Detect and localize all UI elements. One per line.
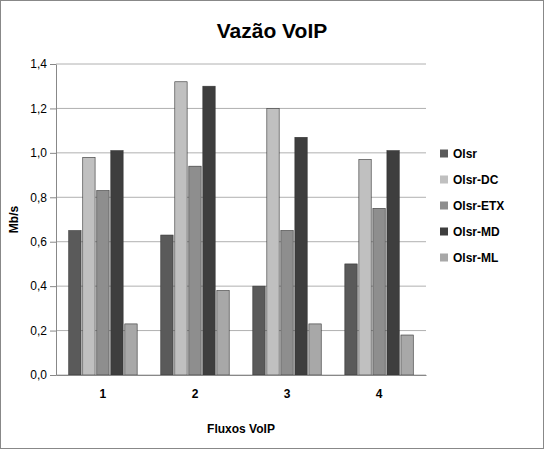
y-tick-mark	[50, 64, 56, 65]
bars	[69, 82, 414, 375]
legend: Olsr Olsr-DC Olsr-ETX Olsr-MD Olsr-ML	[440, 147, 504, 265]
x-axis-title: Fluxos VoIP	[207, 422, 275, 436]
bar	[281, 231, 293, 375]
y-tick: 1,4	[30, 57, 56, 71]
title: Vazão VoIP	[217, 19, 328, 42]
legend-swatch	[440, 254, 448, 262]
legend-label: Olsr-ML	[453, 251, 498, 265]
y-tick-label: 0,4	[30, 279, 47, 293]
bar	[359, 160, 371, 375]
bar	[83, 157, 95, 375]
legend-item: Olsr-ML	[440, 251, 498, 265]
y-tick: 0,2	[30, 324, 56, 338]
legend-item: Olsr-DC	[440, 173, 499, 187]
bar	[401, 335, 413, 375]
y-tick-label: 0,0	[30, 368, 47, 382]
bar	[97, 191, 109, 375]
legend-swatch	[440, 202, 448, 210]
legend-item: Olsr	[440, 147, 477, 161]
y-tick-label: 0,6	[30, 235, 47, 249]
bar	[295, 137, 307, 375]
grid-line	[56, 64, 426, 65]
bar	[111, 151, 123, 375]
chart-frame	[1, 1, 544, 449]
x-tick: 1	[100, 375, 107, 401]
y-tick-mark	[50, 331, 56, 332]
y-tick-mark	[50, 286, 56, 287]
grid-line	[56, 108, 426, 109]
x-axis: 1 2 3 4	[57, 375, 427, 401]
y-tick-label: 1,0	[30, 146, 47, 160]
legend-label: Olsr-MD	[453, 225, 500, 239]
bar	[217, 291, 229, 375]
legend-label: Olsr-DC	[453, 173, 499, 187]
y-tick: 0,6	[30, 235, 56, 249]
x-tick-label: 4	[376, 387, 383, 401]
y-tick-mark	[50, 197, 56, 198]
legend-swatch	[440, 228, 448, 236]
x-tick: 4	[376, 375, 383, 401]
x-tick-label: 1	[100, 387, 107, 401]
y-tick: 0,0	[30, 368, 56, 382]
bar	[161, 235, 173, 375]
y-tick-mark	[50, 375, 56, 376]
x-tick-label: 3	[284, 387, 291, 401]
y-axis-line	[56, 65, 57, 376]
y-tick-label: 0,2	[30, 324, 47, 338]
y-tick-mark	[50, 242, 56, 243]
bar	[309, 324, 321, 375]
legend-item: Olsr-ETX	[440, 199, 504, 213]
bar	[387, 151, 399, 375]
y-tick: 0,8	[30, 191, 56, 205]
x-tick: 2	[192, 375, 199, 401]
plot: 0,0 0,2 0,4 0,6 0,8 1,0 1,2 1,4 1 2 3 4	[30, 57, 426, 400]
legend-item: Olsr-MD	[440, 225, 500, 239]
bar	[203, 86, 215, 375]
bar	[175, 82, 187, 375]
bar	[125, 324, 137, 375]
y-tick-label: 0,8	[30, 191, 47, 205]
legend-label: Olsr	[453, 147, 477, 161]
bar	[253, 286, 265, 375]
bar	[267, 108, 279, 375]
bar	[345, 264, 357, 375]
y-tick-mark	[50, 108, 56, 109]
bar	[189, 166, 201, 375]
chart: 0,0 0,2 0,4 0,6 0,8 1,0 1,2 1,4 1 2 3 4 Vazão VoIP Fl…	[0, 0, 544, 449]
y-axis: 0,0 0,2 0,4 0,6 0,8 1,0 1,2 1,4	[30, 57, 56, 382]
legend-swatch	[440, 176, 448, 184]
legend-swatch	[440, 150, 448, 158]
grid	[56, 64, 426, 375]
y-tick-label: 1,4	[30, 57, 47, 71]
bar	[373, 208, 385, 375]
legend-label: Olsr-ETX	[453, 199, 504, 213]
y-tick: 0,4	[30, 279, 56, 293]
y-tick: 1,2	[30, 102, 56, 116]
x-axis-line	[57, 375, 427, 376]
bar	[69, 231, 81, 375]
y-tick-mark	[50, 153, 56, 154]
y-axis-title: Mb/s	[7, 206, 21, 234]
y-tick-label: 1,2	[30, 102, 47, 116]
x-tick: 3	[284, 375, 291, 401]
x-tick-label: 2	[192, 387, 199, 401]
y-tick: 1,0	[30, 146, 56, 160]
